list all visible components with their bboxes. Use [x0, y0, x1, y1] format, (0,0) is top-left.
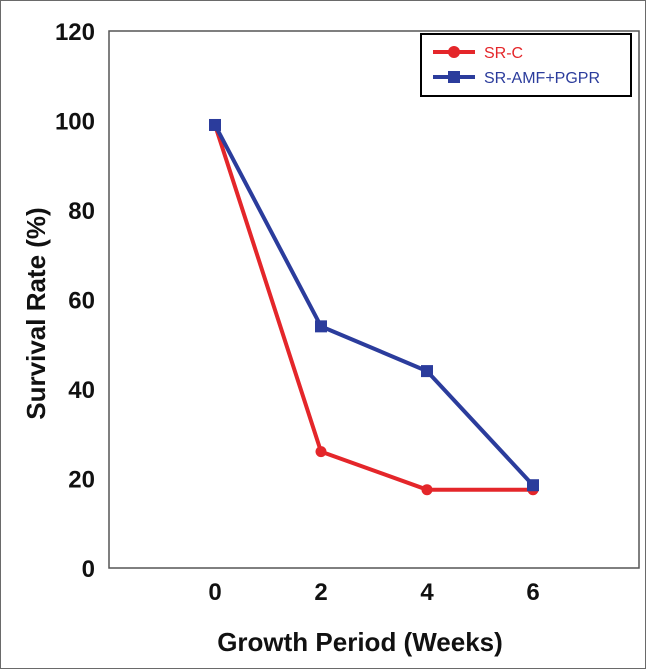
- series-line: [213, 124, 535, 487]
- data-series: [209, 118, 539, 496]
- y-tick-label: 20: [68, 467, 95, 494]
- plot-area: [108, 30, 640, 569]
- legend-box: [420, 33, 632, 97]
- data-point: [421, 365, 433, 378]
- legend-item-1: SR-AMF+PGPR: [433, 70, 600, 87]
- legend-label-sr-amf-pgpr: SR-AMF+PGPR: [484, 70, 600, 87]
- y-tick-label: 80: [68, 198, 95, 225]
- data-point: [527, 479, 539, 492]
- data-point: [421, 484, 433, 496]
- x-axis-title: Growth Period (Weeks): [217, 627, 503, 657]
- y-axis-title: Survival Rate (%): [21, 207, 51, 419]
- x-axis-ticks: 0 2 4 6: [208, 579, 539, 606]
- x-tick-label: 4: [420, 579, 434, 606]
- y-axis-ticks: 0 20 40 60 80 100 120: [55, 19, 95, 583]
- plot-frame: [108, 30, 640, 569]
- data-point: [315, 320, 327, 333]
- y-tick-label: 0: [82, 556, 95, 583]
- y-tick-label: 120: [55, 19, 95, 46]
- legend-label-sr-c: SR-C: [484, 45, 523, 62]
- legend-item-0: SR-C: [433, 45, 523, 62]
- y-tick-label: 60: [68, 288, 95, 315]
- y-tick-label: 100: [55, 109, 95, 136]
- legend-square-marker-icon: [448, 71, 460, 83]
- data-point: [209, 118, 221, 131]
- series-line: [213, 124, 533, 492]
- data-point: [315, 446, 327, 458]
- x-tick-label: 2: [314, 579, 327, 606]
- legend: SR-C SR-AMF+PGPR: [420, 33, 632, 97]
- legend-circle-marker-icon: [448, 46, 460, 58]
- x-tick-label: 6: [526, 579, 539, 606]
- series-sr-amf-pgpr: [209, 118, 539, 492]
- y-tick-label: 40: [68, 377, 95, 404]
- x-tick-label: 0: [208, 579, 221, 606]
